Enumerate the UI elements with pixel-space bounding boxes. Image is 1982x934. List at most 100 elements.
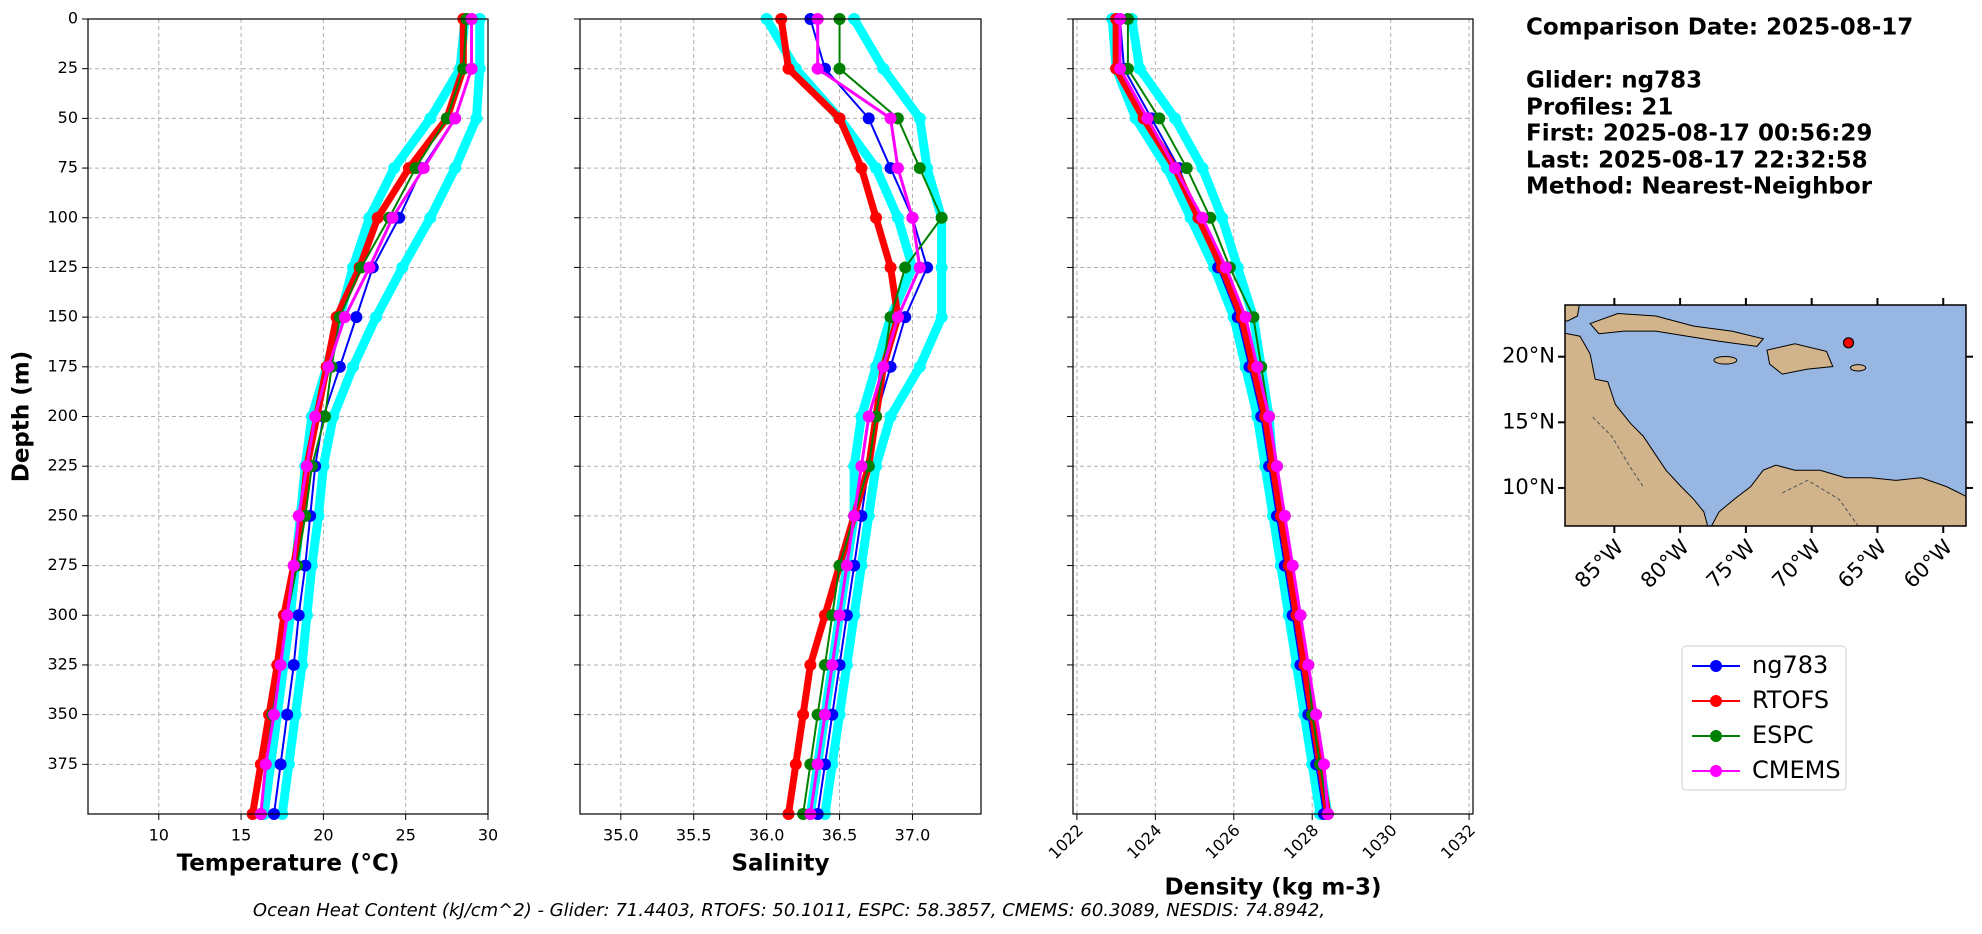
data-point: [282, 758, 295, 771]
info-line: Last: 2025-08-17 22:32:58: [1526, 148, 1868, 174]
data-point: [855, 460, 868, 473]
land: [1766, 343, 1834, 375]
y-tick-label: 350: [47, 704, 78, 723]
data-point: [818, 708, 831, 721]
data-point: [287, 559, 300, 572]
y-tick-label: 50: [58, 108, 78, 127]
data-point: [811, 62, 824, 75]
data-point: [884, 261, 897, 274]
data-point: [797, 708, 810, 721]
data-point: [848, 509, 861, 522]
data-point: [287, 658, 300, 671]
data-point: [1317, 758, 1330, 771]
x-tick-label: 75°W: [1702, 535, 1760, 593]
y-tick-label: 0: [68, 9, 78, 28]
data-point: [1180, 162, 1193, 175]
border: [1782, 479, 1859, 526]
data-point: [1114, 62, 1127, 75]
data-point: [322, 360, 335, 373]
data-point: [811, 758, 824, 771]
data-point: [300, 609, 313, 622]
data-point: [913, 162, 926, 175]
data-point: [417, 162, 430, 175]
x-tick-label: 30: [478, 826, 498, 845]
y-tick-label: 150: [47, 307, 78, 326]
plot-frame: [1072, 18, 1474, 815]
y-tick-label: 25: [58, 58, 78, 77]
data-point: [274, 658, 287, 671]
data-point: [935, 311, 948, 324]
data-point: [1239, 311, 1252, 324]
footer: Ocean Heat Content (kJ/cm^2) - Glider: 7…: [253, 900, 1325, 921]
x-tick-label: 1030: [1358, 821, 1400, 863]
data-point: [1270, 460, 1283, 473]
data-point: [470, 112, 483, 125]
data-point: [1310, 708, 1323, 721]
data-point: [274, 758, 287, 771]
data-point: [449, 112, 462, 125]
info-line: Method: Nearest-Neighbor: [1526, 174, 1873, 200]
data-point: [327, 410, 340, 423]
data-point: [300, 460, 313, 473]
data-point: [355, 261, 368, 274]
info-line: First: 2025-08-17 00:56:29: [1526, 121, 1872, 147]
data-point: [1153, 112, 1166, 125]
data-point: [371, 211, 384, 224]
data-point: [804, 658, 817, 671]
data-point: [826, 658, 839, 671]
data-point: [1168, 112, 1181, 125]
data-point: [347, 360, 360, 373]
y-tick-label: 20°N: [1502, 344, 1555, 368]
x-tick-label: 1028: [1280, 821, 1322, 863]
x-axis-label: Density (kg m-3): [1165, 875, 1382, 901]
land: [1710, 464, 1966, 526]
x-tick-label: 36.0: [749, 826, 785, 845]
data-point: [935, 211, 948, 224]
x-tick-label: 1022: [1045, 821, 1087, 863]
data-point: [370, 311, 383, 324]
data-point: [870, 162, 883, 175]
legend-marker: [1710, 765, 1722, 777]
land: [1849, 364, 1867, 372]
info-line: Glider: ng783: [1526, 68, 1702, 94]
land: [1713, 355, 1738, 365]
data-point: [1302, 658, 1315, 671]
x-tick-label: 35.0: [603, 826, 639, 845]
x-axis-label: Salinity: [731, 851, 829, 877]
data-point: [1251, 360, 1264, 373]
data-point: [440, 112, 453, 125]
x-tick-label: 35.5: [676, 826, 712, 845]
data-point: [891, 162, 904, 175]
legend-label: ng783: [1752, 651, 1828, 679]
data-point: [833, 609, 846, 622]
data-point: [396, 261, 409, 274]
data-point: [299, 559, 312, 572]
data-point: [363, 211, 376, 224]
plot-frame: [579, 18, 982, 815]
data-point: [319, 410, 332, 423]
legend-label: RTOFS: [1752, 686, 1829, 714]
data-point: [913, 360, 926, 373]
y-tick-label: 100: [47, 207, 78, 226]
x-tick-label: 65°W: [1833, 535, 1891, 593]
y-tick-label: 200: [47, 406, 78, 425]
legend-marker: [1710, 730, 1722, 742]
data-point: [473, 62, 486, 75]
legend: [1681, 645, 1847, 791]
data-point: [884, 410, 897, 423]
y-tick-label: 375: [47, 754, 78, 773]
data-point: [338, 311, 351, 324]
land: [1565, 305, 1580, 322]
x-tick-label: 10: [149, 826, 169, 845]
data-point: [268, 708, 281, 721]
y-tick-label: 325: [47, 654, 78, 673]
glider-location: [1842, 337, 1855, 349]
x-tick-label: 1032: [1437, 821, 1479, 863]
y-axis-label: Depth (m): [9, 351, 35, 483]
data-point: [1196, 162, 1209, 175]
legend-label: ESPC: [1752, 721, 1814, 749]
data-point: [317, 460, 330, 473]
data-point: [906, 211, 919, 224]
data-point: [1219, 261, 1232, 274]
data-point: [409, 162, 422, 175]
